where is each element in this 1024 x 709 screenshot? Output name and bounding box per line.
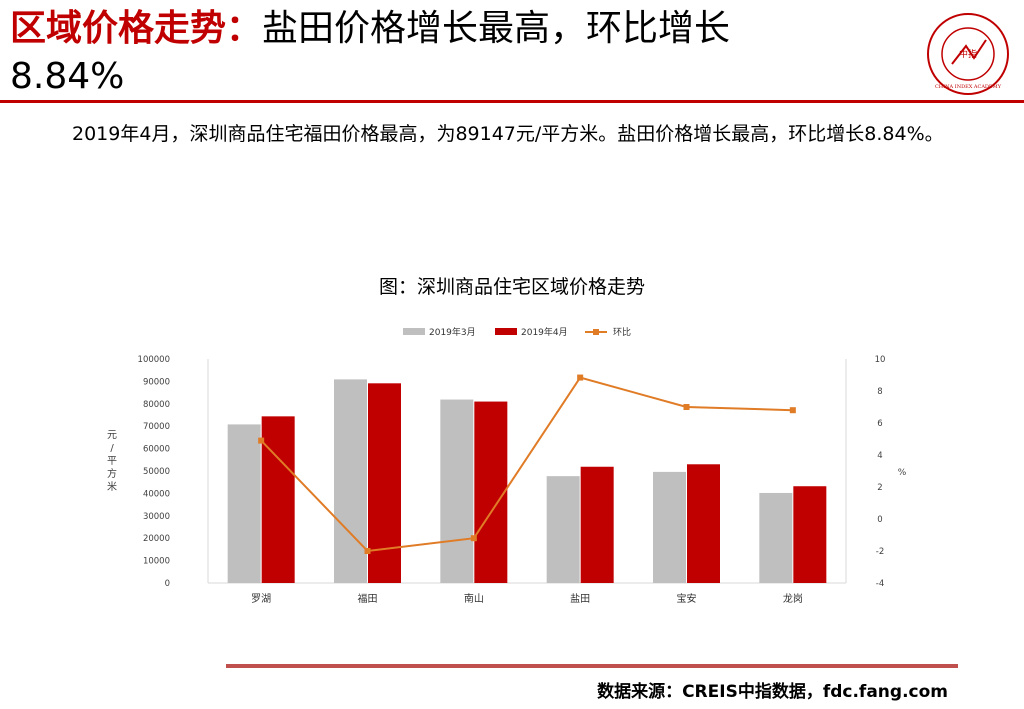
mom-point — [470, 535, 477, 542]
y-tick-label: 10000 — [143, 557, 170, 567]
bar-april — [580, 466, 614, 583]
legend-swatch — [403, 328, 425, 335]
y-axis-label-char: 米 — [107, 480, 117, 493]
y2-tick-label: 0 — [877, 515, 882, 525]
x-tick-label: 罗湖 — [251, 593, 271, 605]
y-tick-label: 40000 — [143, 489, 170, 499]
bar-march — [334, 379, 367, 583]
mom-point — [577, 374, 584, 381]
legend-marker — [593, 329, 599, 335]
title-rest: 盐田价格增长最高，环比增长 — [262, 8, 731, 49]
y-axis-label-char: / — [110, 443, 114, 454]
y-tick-label: 20000 — [143, 534, 170, 544]
y-tick-label: 60000 — [143, 445, 170, 455]
logo-ring-text: CHINA INDEX ACADEMY — [935, 84, 1002, 90]
bar-march — [546, 476, 580, 583]
y2-tick-label: 4 — [877, 451, 882, 461]
mom-point — [683, 404, 690, 410]
bar-march — [227, 424, 261, 583]
bar-april — [474, 401, 508, 583]
bar-april — [368, 383, 401, 583]
x-tick-label: 龙岗 — [783, 592, 803, 605]
y2-tick-label: -4 — [876, 579, 884, 589]
mom-point — [789, 407, 796, 414]
page-title: 区域价格走势：盐田价格增长最高，环比增长 — [10, 6, 910, 52]
y2-tick-label: 6 — [877, 419, 882, 429]
legend-label: 2019年4月 — [521, 326, 568, 338]
bar-march — [759, 492, 793, 583]
bar-april — [793, 486, 827, 583]
data-source: 数据来源：CREIS中指数据，fdc.fang.com — [597, 682, 948, 702]
y2-tick-label: -2 — [876, 547, 884, 557]
logo-center-text: 中指 — [959, 48, 977, 60]
y-axis-label-char: 平 — [107, 456, 117, 467]
header-rule — [0, 100, 1024, 103]
y2-axis-label: % — [898, 468, 907, 478]
y-tick-label: 50000 — [143, 467, 170, 477]
y-axis-label-char: 方 — [107, 467, 117, 480]
bar-april — [687, 464, 720, 583]
bar-march — [653, 471, 686, 583]
x-tick-label: 宝安 — [677, 592, 697, 605]
y-tick-label: 100000 — [138, 355, 170, 365]
summary-paragraph: 2019年4月，深圳商品住宅福田价格最高，为89147元/平方米。盐田价格增长最… — [72, 123, 944, 145]
y-tick-label: 70000 — [143, 422, 170, 432]
x-tick-label: 南山 — [464, 592, 484, 605]
legend-label: 2019年3月 — [429, 326, 476, 338]
x-tick-label: 盐田 — [570, 592, 590, 605]
legend-label: 环比 — [613, 326, 631, 338]
mom-point — [258, 437, 265, 444]
bottom-rule — [226, 664, 958, 668]
y-tick-label: 0 — [165, 579, 170, 589]
y2-tick-label: 2 — [877, 483, 882, 493]
title-lead: 区域价格走势： — [10, 8, 263, 49]
price-trend-chart: 2019年3月 2019年4月 环比 0 10000 20000 30000 40000 500… — [107, 326, 907, 605]
y-axis-label-char: 元 — [107, 430, 117, 441]
y-tick-label: 80000 — [143, 400, 170, 410]
y2-tick-label: 8 — [877, 387, 882, 397]
china-index-academy-logo: 中指 CHINA INDEX ACADEMY — [927, 13, 1009, 95]
y-tick-label: 30000 — [143, 512, 170, 522]
mom-line — [260, 376, 793, 553]
chart-title: 图：深圳商品住宅区域价格走势 — [378, 276, 645, 298]
y-tick-label: 90000 — [143, 377, 170, 387]
y2-tick-label: 10 — [875, 355, 886, 365]
title-line2: 8.84% — [10, 56, 125, 97]
bar-april — [261, 416, 295, 583]
bar-march — [440, 399, 474, 583]
legend-swatch — [495, 328, 517, 335]
x-tick-label: 福田 — [358, 592, 378, 605]
mom-point — [364, 548, 371, 554]
